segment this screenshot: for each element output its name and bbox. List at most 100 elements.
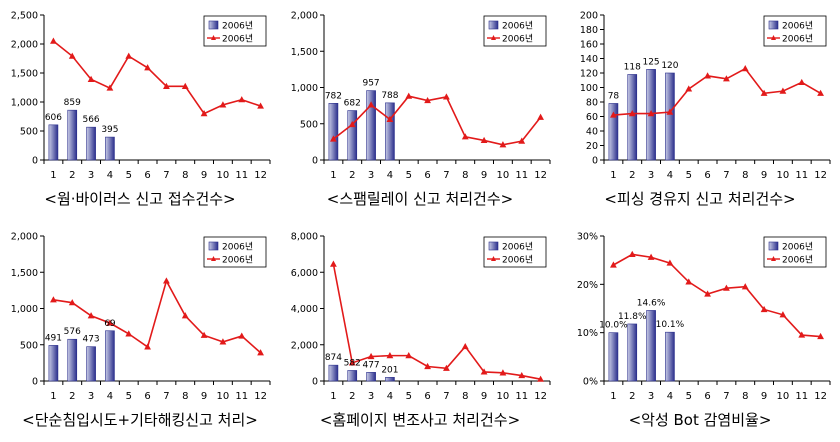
x-tick-label: 2 — [349, 170, 355, 181]
bar — [385, 102, 395, 161]
x-tick-label: 4 — [667, 170, 673, 181]
x-tick-label: 3 — [368, 391, 374, 402]
bar — [86, 346, 96, 382]
legend-label: 2006년 — [782, 21, 813, 32]
data-label: 120 — [661, 61, 678, 71]
y-tick-label: 1,500 — [11, 69, 38, 80]
line-point — [779, 311, 787, 318]
line-point — [685, 278, 693, 285]
bar — [665, 72, 675, 161]
chart-panel-worm-virus: 0 500 1,000 1,500 2,000 2,500 1 2 3 4 5 6 7 8 9 10 11 12 6… — [0, 0, 280, 221]
x-tick-label: 7 — [443, 391, 449, 402]
bar — [48, 345, 59, 382]
x-tick-label: 8 — [182, 170, 188, 181]
line-point — [367, 352, 375, 360]
x-tick-label: 5 — [406, 170, 412, 181]
line-point — [704, 72, 711, 79]
bar — [366, 372, 376, 382]
data-label: 125 — [642, 57, 659, 67]
x-tick-label: 12 — [814, 170, 827, 181]
legend-label: 2006년 — [782, 255, 813, 266]
legend-label: 2006년 — [502, 255, 533, 266]
line-point — [144, 64, 151, 71]
x-tick-label: 2 — [349, 391, 355, 402]
line-point — [106, 319, 114, 326]
x-tick-label: 1 — [50, 391, 56, 402]
data-label: 14.6% — [637, 298, 666, 308]
bar — [48, 124, 59, 161]
y-tick-label: 140 — [580, 54, 598, 65]
x-tick-label: 11 — [235, 170, 248, 181]
x-tick-label: 2 — [629, 170, 635, 181]
chart-panel-spam-relay: 0 500 1,000 1,500 2,000 1 2 3 4 5 6 7 8 9 10 11 12 782 682… — [280, 0, 560, 221]
line-point — [238, 332, 246, 339]
line-point — [685, 85, 693, 92]
line-point — [741, 65, 749, 72]
x-tick-label: 1 — [610, 391, 616, 402]
legend-label: 2006년 — [782, 34, 813, 45]
line-point — [219, 338, 227, 345]
y-tick-label: 1,500 — [291, 47, 318, 58]
line-point — [461, 133, 469, 140]
x-tick-label: 11 — [235, 391, 248, 402]
x-tick-label: 9 — [201, 391, 207, 402]
x-tick-label: 11 — [795, 170, 808, 181]
legend-marker — [211, 256, 216, 261]
legend-marker — [771, 256, 776, 261]
y-tick-label: 0% — [583, 377, 598, 388]
chart-caption: <스팸릴레이 신고 처리건수> — [326, 190, 514, 208]
line-point — [628, 110, 636, 117]
line-point — [200, 331, 208, 338]
line-point — [348, 120, 356, 128]
line-point — [647, 110, 655, 117]
y-tick-label: 2,000 — [11, 40, 38, 51]
y-tick-label: 2,000 — [11, 232, 38, 243]
y-tick-label: 200 — [580, 11, 598, 22]
y-tick-label: 60 — [586, 112, 598, 123]
x-tick-label: 5 — [406, 391, 412, 402]
line-point — [798, 78, 806, 86]
line-point — [666, 259, 674, 266]
line-point — [779, 87, 787, 94]
chart-panel-defacement: 0 2,000 4,000 6,000 8,000 1 2 3 4 5 6 7 8 9 10 11 12 874 5… — [280, 221, 560, 442]
x-tick-label: 9 — [761, 391, 767, 402]
line-point — [443, 93, 450, 100]
x-tick-label: 3 — [88, 170, 94, 181]
line-point — [257, 102, 264, 109]
legend-label: 2006년 — [502, 21, 533, 32]
x-tick-label: 9 — [201, 170, 207, 181]
legend-marker — [491, 256, 496, 261]
line-point — [817, 89, 824, 96]
line-point — [405, 92, 413, 99]
data-label: 11.8% — [618, 312, 647, 322]
data-label: 859 — [64, 98, 81, 108]
legend-swatch-bar — [768, 241, 779, 251]
line-point — [760, 89, 768, 96]
bar — [627, 323, 638, 382]
x-tick-label: 6 — [424, 170, 430, 181]
bar — [67, 109, 78, 161]
bar — [347, 370, 358, 382]
line-point — [68, 52, 76, 59]
line-point — [666, 108, 674, 115]
x-tick-label: 2 — [69, 170, 75, 181]
y-tick-label: 0 — [32, 377, 38, 388]
x-tick-label: 12 — [254, 391, 267, 402]
x-tick-label: 11 — [515, 391, 528, 402]
x-tick-label: 9 — [481, 170, 487, 181]
x-tick-label: 10 — [777, 391, 790, 402]
line-point — [499, 141, 507, 148]
data-label: 395 — [101, 125, 118, 135]
bar — [328, 364, 339, 382]
y-tick-label: 2,000 — [291, 11, 318, 22]
y-tick-label: 1,000 — [291, 83, 318, 94]
bar — [608, 332, 619, 382]
x-tick-label: 3 — [88, 391, 94, 402]
y-tick-label: 160 — [580, 40, 598, 51]
x-tick-label: 1 — [50, 170, 56, 181]
line-point — [330, 135, 337, 142]
data-label: 874 — [325, 353, 342, 363]
chart-panel-phishing: 0 20 40 60 80 100 120 140 160 180 200 1 2 3 4 5 6 7 8 9 10 11… — [560, 0, 840, 221]
line-point — [257, 349, 264, 356]
